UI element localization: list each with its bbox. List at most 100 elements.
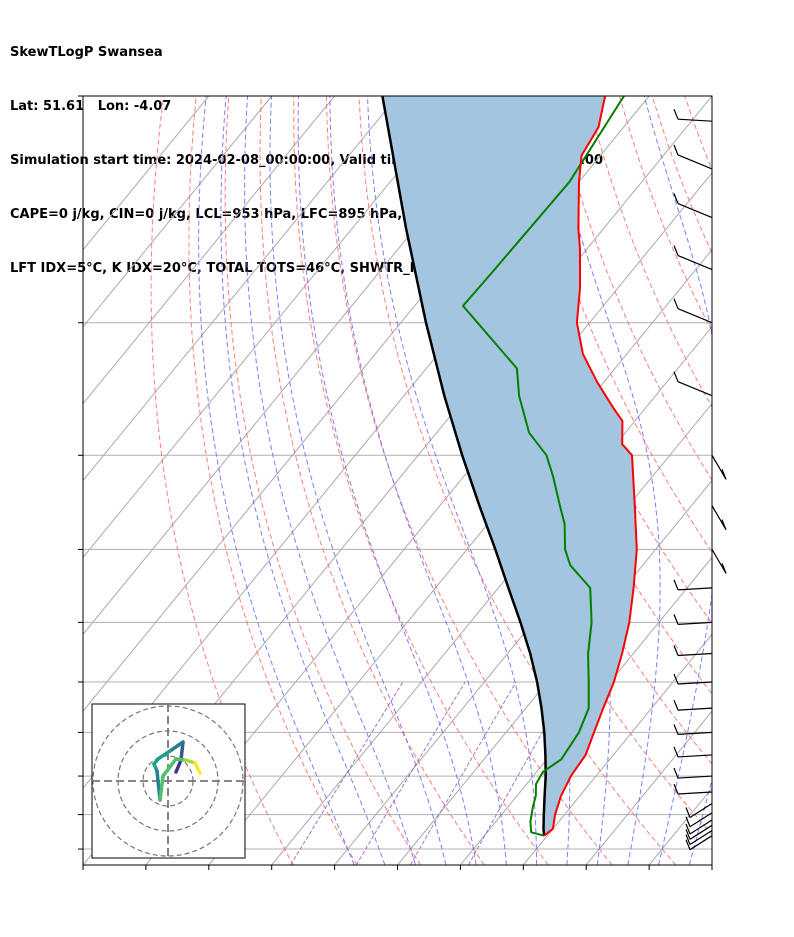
wind-barb bbox=[673, 579, 713, 591]
wind-barb bbox=[673, 245, 713, 271]
isotherm-line bbox=[83, 96, 336, 405]
isotherm-line bbox=[83, 96, 273, 328]
wind-barb-staff bbox=[677, 621, 713, 625]
wind-barb-staff bbox=[677, 118, 713, 122]
moist-adiabat-line bbox=[297, 96, 477, 865]
wind-barb-staff bbox=[677, 202, 713, 219]
title-line-1: SkewTLogP Swansea bbox=[10, 45, 163, 60]
wind-barb bbox=[711, 505, 727, 531]
hodograph-trace-segment bbox=[179, 740, 185, 762]
wind-barb bbox=[673, 673, 713, 685]
wind-barb-flag bbox=[673, 371, 679, 382]
isotherm-line bbox=[585, 710, 712, 865]
isotherm-line bbox=[397, 479, 712, 865]
moist-adiabat-line bbox=[329, 96, 507, 865]
wind-barb bbox=[673, 108, 713, 122]
wind-barb bbox=[685, 812, 713, 828]
wind-barbs-layer bbox=[673, 108, 727, 851]
wind-barb-staff bbox=[711, 505, 727, 531]
hodograph-trace-segment bbox=[193, 761, 202, 775]
wind-barb-staff bbox=[677, 381, 713, 397]
wind-barb bbox=[673, 614, 713, 625]
isotherm-line bbox=[83, 96, 461, 559]
moist-adiabat-line bbox=[643, 96, 712, 865]
wind-barb bbox=[673, 144, 713, 170]
hodograph-trace-segment bbox=[161, 757, 178, 778]
hodograph-trace-segment bbox=[168, 740, 185, 753]
wind-barb-staff bbox=[677, 308, 713, 324]
wind-barb-staff bbox=[711, 549, 727, 574]
wind-barb bbox=[673, 371, 713, 397]
wind-barb bbox=[685, 824, 713, 840]
dry-adiabat-line bbox=[325, 96, 613, 865]
moist-adiabat-line bbox=[720, 96, 794, 865]
wind-barb-flag bbox=[673, 298, 679, 309]
wind-barb-staff bbox=[677, 154, 713, 170]
wind-barb-staff bbox=[677, 754, 713, 758]
wind-barb-flag bbox=[685, 807, 691, 818]
axes-layer bbox=[78, 95, 713, 870]
wind-barb-staff bbox=[689, 819, 713, 835]
wind-barb-flag bbox=[685, 829, 691, 840]
hodograph-inset bbox=[91, 703, 246, 859]
wind-barb-flag bbox=[673, 614, 679, 625]
cape-shaded-area bbox=[382, 96, 637, 836]
hodograph-trace-segment bbox=[158, 774, 165, 802]
wind-barb-flag bbox=[673, 193, 679, 204]
parcel-path-line bbox=[381, 96, 547, 836]
moist-adiabat-line bbox=[220, 96, 386, 865]
wind-barb-staff bbox=[677, 681, 713, 685]
temperature-line bbox=[543, 96, 638, 837]
dry-adiabat-line bbox=[521, 96, 712, 553]
wind-barb bbox=[673, 783, 713, 795]
mixing-ratio-line bbox=[409, 681, 517, 865]
moist-adiabat-line bbox=[688, 777, 712, 865]
moist-adiabat-line bbox=[269, 96, 447, 865]
dry-adiabat-line bbox=[783, 96, 794, 865]
wind-barb-flag bbox=[673, 724, 679, 735]
wind-barb-flag bbox=[673, 579, 679, 591]
wind-barb bbox=[673, 767, 713, 779]
wind-barb-staff bbox=[677, 587, 713, 591]
wind-barb-staff bbox=[677, 791, 713, 795]
wind-barb-flag bbox=[685, 834, 691, 845]
wind-barb-flag bbox=[673, 767, 679, 779]
wind-barb bbox=[685, 802, 713, 819]
wind-barb bbox=[673, 645, 713, 657]
wind-barb-flag bbox=[721, 563, 727, 574]
cape-fill-layer bbox=[382, 96, 637, 836]
hodograph-plot-area bbox=[92, 704, 245, 858]
wind-barb bbox=[673, 746, 713, 758]
moist-adiabat-line bbox=[198, 96, 355, 865]
wind-barb-staff bbox=[711, 454, 727, 480]
wind-barb-staff bbox=[689, 824, 713, 840]
dry-adiabat-line bbox=[188, 96, 358, 865]
isotherm-line bbox=[648, 787, 712, 865]
wind-barb-flag bbox=[673, 108, 679, 120]
wind-barb-flag bbox=[673, 245, 679, 256]
wind-barb-flag bbox=[673, 783, 679, 795]
dry-adiabat-line bbox=[358, 96, 677, 865]
wind-barb bbox=[685, 830, 713, 846]
wind-barb bbox=[673, 724, 713, 735]
wind-barb-flag bbox=[673, 699, 679, 711]
dewpoint-line bbox=[462, 96, 625, 837]
wind-barb bbox=[685, 819, 713, 835]
wind-barb-flag bbox=[673, 673, 679, 685]
wind-barb-staff bbox=[677, 775, 713, 779]
isotherm-line bbox=[145, 172, 712, 865]
wind-barb bbox=[673, 699, 713, 711]
wind-barb-staff bbox=[677, 731, 713, 735]
wind-barb-flag bbox=[685, 839, 691, 850]
wind-barb-staff bbox=[677, 652, 713, 657]
wind-barb-flag bbox=[673, 645, 679, 656]
dry-adiabat-line bbox=[619, 96, 712, 333]
wind-barb-flag bbox=[721, 519, 727, 530]
mixing-ratio-line bbox=[355, 681, 466, 865]
dry-adiabat-line bbox=[224, 96, 422, 865]
dry-adiabat-line bbox=[717, 96, 794, 865]
isotherm-line bbox=[522, 633, 712, 865]
wind-barb-staff bbox=[689, 830, 713, 846]
wind-barb bbox=[711, 549, 727, 574]
